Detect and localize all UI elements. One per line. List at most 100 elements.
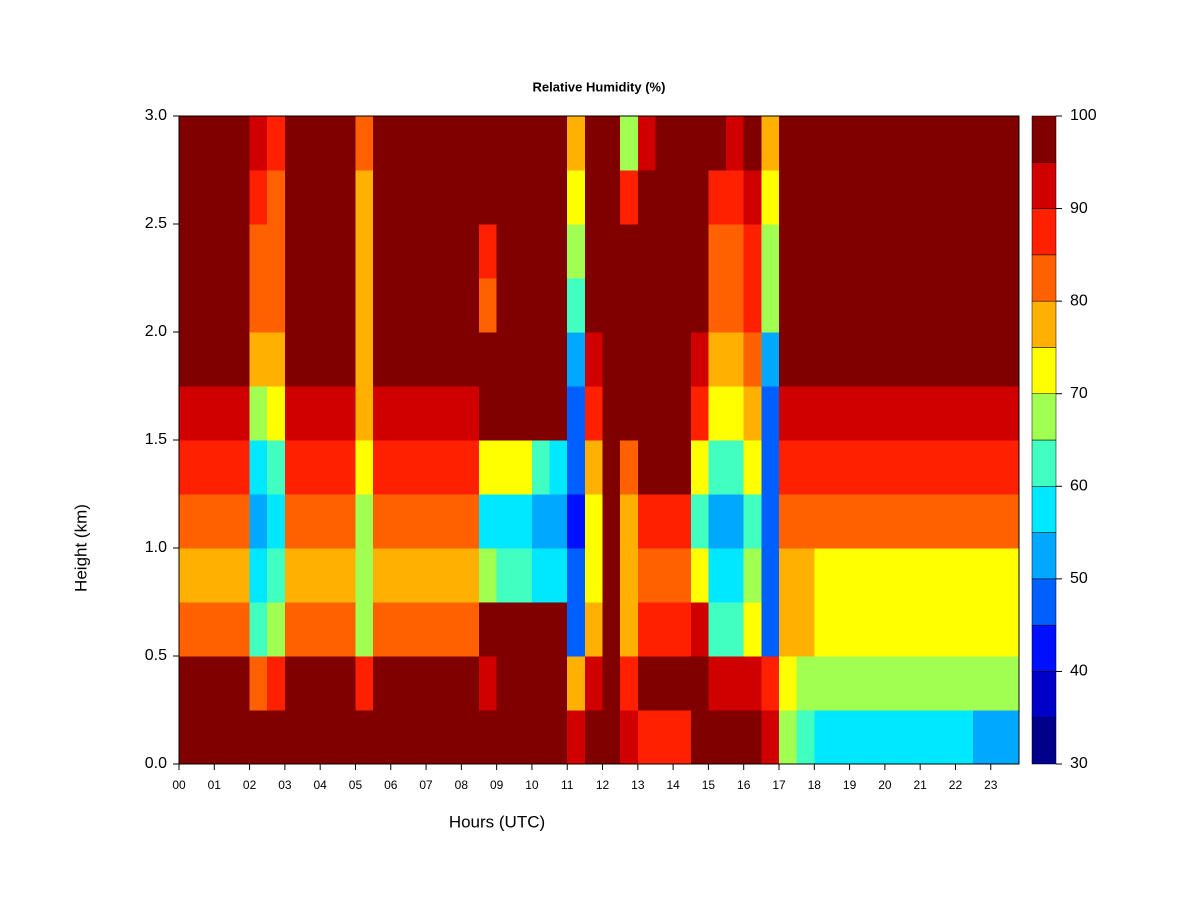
- heatmap-cell: [249, 602, 268, 657]
- heatmap-cell: [849, 116, 868, 171]
- heatmap-cell: [390, 548, 410, 603]
- heatmap-cell: [637, 440, 657, 495]
- x-tick-label: 11: [561, 778, 574, 792]
- heatmap-cell: [673, 386, 692, 441]
- heatmap-cell: [179, 494, 198, 549]
- x-tick-label: 06: [384, 778, 398, 792]
- heatmap-cell: [637, 602, 657, 657]
- heatmap-cell: [620, 224, 639, 279]
- heatmap-cell: [690, 548, 710, 603]
- heatmap-cell: [426, 494, 445, 549]
- heatmap-cell: [179, 332, 198, 387]
- heatmap-cell: [690, 332, 710, 387]
- heatmap-cell: [814, 440, 833, 495]
- heatmap-cell: [814, 224, 833, 279]
- heatmap-cell: [708, 170, 727, 225]
- heatmap-cell: [426, 548, 445, 603]
- heatmap-cell: [655, 602, 674, 657]
- heatmap-cell: [761, 332, 780, 387]
- heatmap-cell: [214, 116, 233, 171]
- heatmap-cell: [284, 656, 304, 711]
- heatmap-cell: [390, 710, 410, 765]
- heatmap-cell: [231, 548, 251, 603]
- heatmap-cell: [708, 116, 727, 171]
- heatmap-cell: [973, 710, 992, 765]
- heatmap-cell: [479, 548, 498, 603]
- heatmap-cell: [796, 710, 815, 765]
- heatmap-cell: [479, 710, 498, 765]
- heatmap-cell: [496, 548, 515, 603]
- heatmap-cell: [831, 548, 851, 603]
- heatmap-cell: [531, 440, 551, 495]
- heatmap-cell: [479, 278, 498, 333]
- heatmap-cell: [267, 170, 286, 225]
- heatmap-cell: [955, 494, 974, 549]
- heatmap-cell: [920, 332, 939, 387]
- heatmap-cell: [320, 116, 339, 171]
- heatmap-cell: [849, 170, 868, 225]
- heatmap-cell: [796, 170, 815, 225]
- heatmap-cell: [514, 602, 533, 657]
- heatmap-cell: [549, 602, 568, 657]
- heatmap-cell: [584, 170, 604, 225]
- heatmap-cell: [937, 494, 957, 549]
- heatmap-cell: [902, 278, 921, 333]
- colorbar-tick-label: 40: [1070, 663, 1088, 680]
- heatmap-cell: [779, 332, 798, 387]
- heatmap-cell: [690, 656, 710, 711]
- heatmap-cell: [284, 602, 304, 657]
- heatmap-cell: [479, 386, 498, 441]
- heatmap-cell: [690, 440, 710, 495]
- heatmap-cell: [955, 116, 974, 171]
- heatmap-cell: [443, 602, 462, 657]
- heatmap-cell: [884, 116, 904, 171]
- heatmap-cell: [637, 548, 657, 603]
- heatmap-cell: [902, 224, 921, 279]
- colorbar-band: [1031, 254, 1057, 302]
- heatmap-cell: [284, 224, 304, 279]
- heatmap-cell: [990, 656, 1010, 711]
- heatmap-cell: [390, 656, 410, 711]
- heatmap-cell: [1008, 278, 1020, 333]
- heatmap-cell: [426, 332, 445, 387]
- heatmap-cell: [320, 656, 339, 711]
- heatmap-cell: [743, 224, 762, 279]
- heatmap-cell: [531, 170, 551, 225]
- heatmap-cell: [920, 224, 939, 279]
- heatmap-cell: [761, 656, 780, 711]
- heatmap-cell: [1008, 602, 1020, 657]
- heatmap-cell: [249, 332, 268, 387]
- heatmap-cell: [531, 494, 551, 549]
- heatmap-cell: [337, 656, 357, 711]
- heatmap-cell: [779, 656, 798, 711]
- heatmap-cell: [690, 602, 710, 657]
- heatmap-cell: [779, 494, 798, 549]
- heatmap-cell: [443, 386, 462, 441]
- heatmap-cell: [761, 710, 780, 765]
- heatmap-cell: [690, 386, 710, 441]
- heatmap-cell: [655, 170, 674, 225]
- heatmap-cell: [231, 332, 251, 387]
- heatmap-cell: [902, 440, 921, 495]
- heatmap-cell: [620, 494, 639, 549]
- heatmap-cell: [973, 656, 992, 711]
- heatmap-cell: [514, 548, 533, 603]
- heatmap-cell: [443, 332, 462, 387]
- heatmap-cell: [955, 440, 974, 495]
- heatmap-cell: [779, 170, 798, 225]
- x-axis-label: Hours (UTC): [449, 812, 545, 831]
- heatmap-cell: [814, 332, 833, 387]
- heatmap-cell: [320, 278, 339, 333]
- heatmap-cell: [920, 278, 939, 333]
- heatmap-cell: [302, 332, 321, 387]
- heatmap-cell: [390, 224, 410, 279]
- heatmap-cell: [390, 386, 410, 441]
- heatmap-cell: [302, 278, 321, 333]
- heatmap-cell: [690, 278, 710, 333]
- heatmap-cell: [355, 494, 374, 549]
- heatmap-cell: [179, 548, 198, 603]
- heatmap-cell: [426, 278, 445, 333]
- heatmap-cell: [214, 656, 233, 711]
- heatmap-cell: [461, 386, 480, 441]
- heatmap-cell: [743, 710, 762, 765]
